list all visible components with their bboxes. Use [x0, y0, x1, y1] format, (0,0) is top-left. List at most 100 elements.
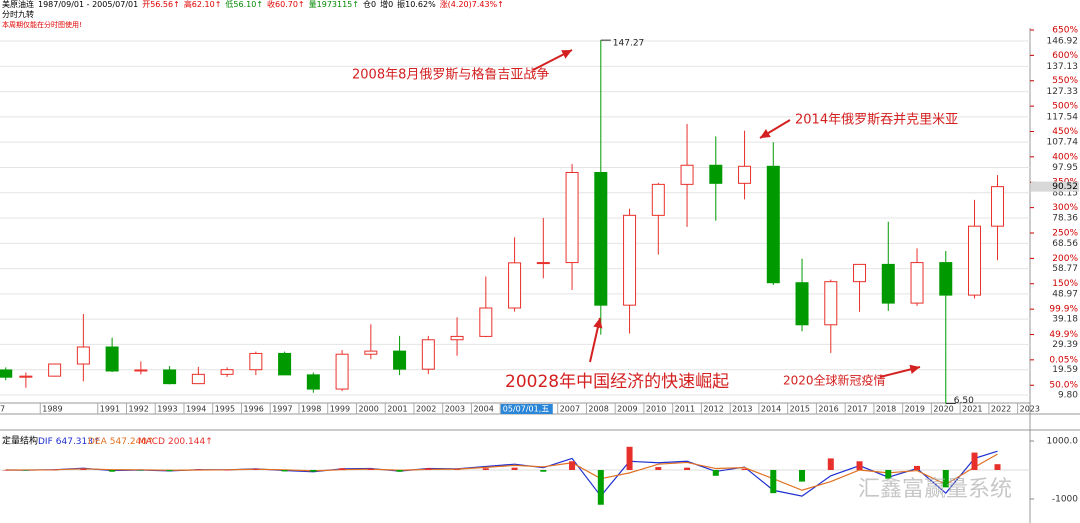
x-tick-label: 2017	[847, 405, 867, 414]
x-tick-label: 1991	[100, 405, 120, 414]
macd-bar	[22, 469, 29, 471]
annotation: 20028年中国经济的快速崛起	[505, 372, 729, 392]
macd-bar	[942, 469, 949, 488]
x-tick-label: 2023	[1020, 405, 1040, 414]
macd-bar	[109, 469, 116, 472]
candle-body	[421, 339, 435, 370]
candle-body	[191, 373, 205, 385]
range: 1987/09/01 - 2005/07/01	[38, 0, 139, 9]
macd-bar	[396, 469, 403, 472]
x-tick-label: 2009	[617, 405, 637, 414]
y2-tick-label: 500%	[1052, 102, 1078, 112]
high-label: 147.27	[613, 39, 645, 49]
header-field: 低56.10↑	[225, 0, 264, 9]
candle-body	[278, 352, 292, 376]
x-tick-label: 2018	[876, 405, 896, 414]
legend-value: 647.313↑	[56, 437, 101, 447]
macd-bar	[914, 465, 921, 470]
x-tick-label: 1992	[128, 405, 148, 414]
x-tick-label: 2001	[387, 405, 407, 414]
macd-bar	[310, 469, 317, 472]
header-field: 仓0	[362, 0, 377, 9]
macd-bar	[482, 468, 489, 470]
x-tick-label: 1995	[215, 405, 235, 414]
fields: 开56.56↑ 高62.10↑ 低56.10↑ 收60.70↑ 量1973115↑ 仓0 增…	[142, 0, 508, 9]
macd-bar	[827, 458, 834, 470]
y2-tick-label: 600%	[1052, 51, 1078, 61]
candle-body	[393, 350, 407, 370]
y-tick-label: 97.95	[1052, 163, 1078, 173]
legend-value: 547.240↑	[110, 437, 155, 447]
candle-body	[479, 307, 493, 337]
candle-body	[364, 350, 378, 355]
macd-bar	[511, 467, 518, 470]
y2-tick-label: 400%	[1052, 152, 1078, 162]
x-tick-label: 2007	[560, 405, 580, 414]
last-price: 90.52	[1052, 182, 1078, 192]
candle-body	[910, 262, 924, 304]
y2-tick-label: 300%	[1052, 203, 1078, 213]
x-tick-label: 1993	[157, 405, 177, 414]
candle-body	[968, 225, 982, 296]
macd-bar	[367, 468, 374, 470]
candle-body	[48, 363, 62, 377]
macd-bar	[655, 467, 662, 470]
x-tick-label: 2021	[962, 405, 982, 414]
x-tick-label: 2012	[703, 405, 723, 414]
header-field: 涨(4.20)7.43%↑	[439, 0, 504, 9]
x-tick-label: 2019	[905, 405, 925, 414]
candle-body	[536, 262, 550, 265]
candle-body	[220, 369, 234, 375]
candle-body	[76, 346, 90, 365]
macd-bar	[626, 446, 633, 470]
x-tick-label: 2016	[818, 405, 838, 414]
header: 美原油连 1987/09/01 - 2005/07/01 开56.56↑ 高62.10…	[2, 0, 512, 30]
y-tick-label: 9.80	[1058, 390, 1078, 400]
candle-body	[766, 165, 780, 284]
macd-bar	[597, 469, 604, 505]
candle-body	[795, 282, 809, 326]
candle-body	[680, 164, 694, 185]
y-tick-label: 58.77	[1052, 264, 1078, 274]
y2-tick-label: 250%	[1052, 228, 1078, 238]
macd-bar	[770, 469, 777, 494]
macd-bar	[137, 469, 144, 471]
macd-bar	[569, 461, 576, 470]
watermark: 汇鑫富赢量系统	[858, 477, 1012, 502]
macd-bar	[224, 469, 231, 471]
x-tick-label: 1987	[0, 405, 5, 414]
panel-title: 定量结构	[2, 435, 38, 447]
arrow-head	[760, 128, 771, 138]
legend-name: MACD	[138, 437, 165, 447]
candle-body	[939, 262, 953, 296]
y-tick-label: 29.39	[1052, 340, 1078, 350]
y-tick-label: 137.13	[1047, 62, 1079, 72]
x-tick-label: 2002	[416, 405, 436, 414]
y2-tick-label: 50.0%	[1049, 381, 1078, 391]
arrow-head	[561, 50, 572, 59]
y-tick-label: 107.74	[1047, 138, 1079, 148]
y-tick-label: 1000.0	[1047, 437, 1079, 447]
x-tick-label: 2003	[445, 405, 465, 414]
symbol: 美原油连	[2, 0, 34, 9]
legend-name: DEA	[88, 437, 108, 447]
y-tick-label: 19.59	[1052, 365, 1078, 375]
candle-body	[508, 262, 522, 309]
legend-name: DIF	[38, 437, 53, 447]
y2-tick-label: 650%	[1052, 26, 1078, 36]
macd-bar	[425, 468, 432, 470]
candle-body	[335, 353, 349, 390]
x-tick-label: 2013	[732, 405, 752, 414]
macd-bar	[166, 469, 173, 472]
arrow-head	[593, 318, 603, 329]
x-tick-label: 1998	[301, 405, 321, 414]
macd-bar	[684, 467, 691, 470]
y2-tick-label: 550%	[1052, 76, 1078, 86]
macd-bar	[2, 469, 9, 471]
indicator-line	[5, 453, 998, 491]
macd-bar	[885, 469, 892, 479]
x-tick-label: 2008	[588, 405, 608, 414]
x-tick-label: 1996	[243, 405, 263, 414]
